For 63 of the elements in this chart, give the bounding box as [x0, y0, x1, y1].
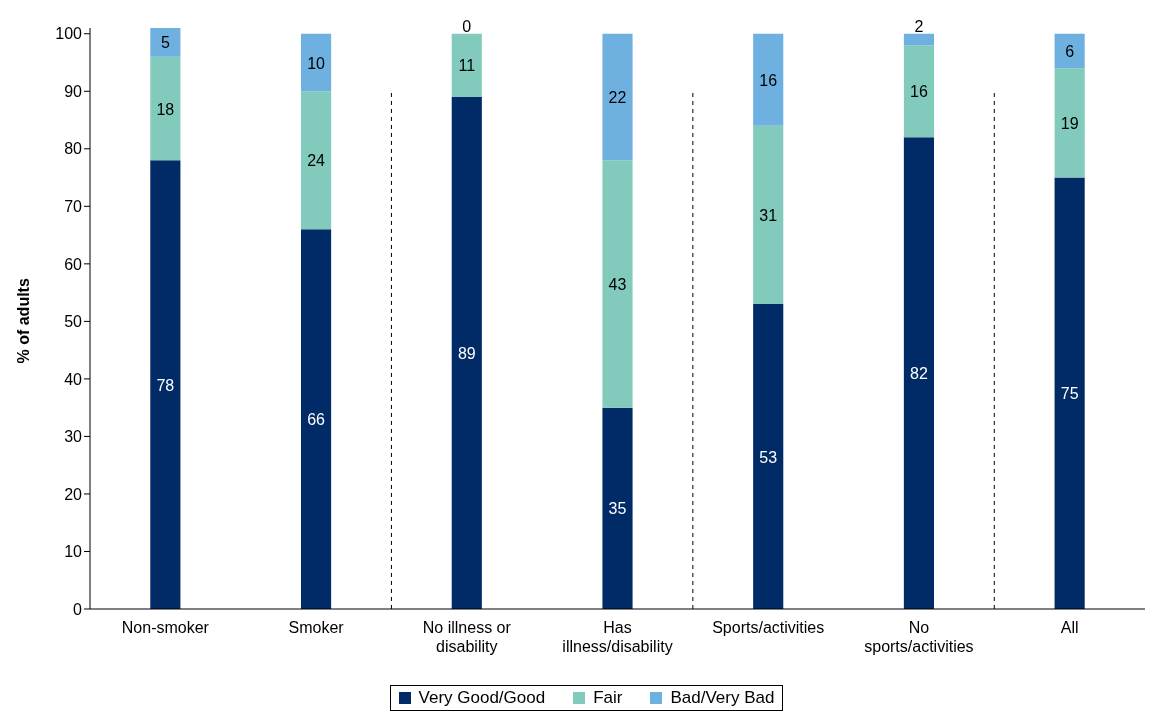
bar	[150, 56, 181, 161]
data-label: 0	[462, 17, 472, 35]
bar	[301, 229, 332, 609]
x-tick-label: Smoker	[288, 619, 345, 636]
data-label: 43	[608, 275, 627, 293]
legend-label: Bad/Very Bad	[670, 688, 775, 708]
y-tick-label: 0	[73, 600, 83, 618]
y-tick-label: 20	[64, 485, 83, 503]
y-tick-label: 60	[64, 255, 83, 273]
data-label: 16	[759, 71, 778, 89]
data-label: 53	[759, 448, 778, 466]
data-label: 22	[608, 89, 627, 107]
legend-label: Fair	[593, 688, 623, 708]
data-label: 66	[307, 411, 326, 429]
x-tick-label: Has illness/disability	[562, 619, 673, 655]
bar	[903, 137, 934, 609]
y-tick-label: 50	[64, 313, 83, 331]
bar	[753, 304, 784, 609]
bar	[753, 33, 784, 126]
x-tick-label: Non-smoker	[121, 619, 210, 636]
bar	[1054, 68, 1085, 178]
y-tick-label: 10	[64, 543, 83, 561]
data-label: 18	[156, 100, 175, 118]
bar	[903, 45, 934, 138]
data-label: 78	[156, 376, 175, 394]
bar	[1054, 33, 1085, 69]
bar	[602, 160, 633, 408]
data-label: 24	[307, 152, 326, 170]
y-tick-label: 30	[64, 428, 83, 446]
data-label: 89	[457, 345, 476, 363]
y-tick-label: 90	[64, 82, 83, 100]
x-tick-label: No sports/activities	[864, 619, 974, 655]
x-tick-label: No illness or disability	[422, 619, 512, 655]
y-tick-label: 40	[64, 370, 83, 388]
bar	[301, 33, 332, 92]
bar	[1054, 177, 1085, 609]
y-axis-title: % of adults	[14, 278, 32, 364]
data-label: 16	[910, 83, 928, 101]
y-tick-label: 100	[55, 25, 83, 43]
data-label: 35	[608, 500, 627, 518]
y-tick-label: 70	[64, 198, 83, 216]
bar	[451, 97, 482, 609]
y-tick-label: 80	[64, 140, 83, 158]
data-label: 2	[914, 17, 924, 35]
data-label: 6	[1065, 43, 1075, 61]
bar	[150, 160, 181, 609]
legend-label: Very Good/Good	[418, 688, 546, 708]
data-label: 31	[759, 206, 778, 224]
data-label: 5	[160, 34, 170, 52]
data-label: 11	[458, 57, 476, 75]
bar	[301, 91, 332, 230]
bar	[602, 33, 633, 161]
x-tick-label: Sports/activities	[712, 619, 825, 636]
data-label: 19	[1060, 114, 1079, 132]
data-label: 75	[1060, 385, 1079, 403]
data-label: 82	[910, 365, 928, 383]
data-label: 10	[307, 54, 326, 72]
x-tick-label: All	[1060, 619, 1079, 636]
bar	[753, 125, 784, 305]
bar	[451, 33, 482, 98]
bar	[903, 33, 934, 46]
bar	[602, 407, 633, 609]
bar	[150, 28, 181, 57]
